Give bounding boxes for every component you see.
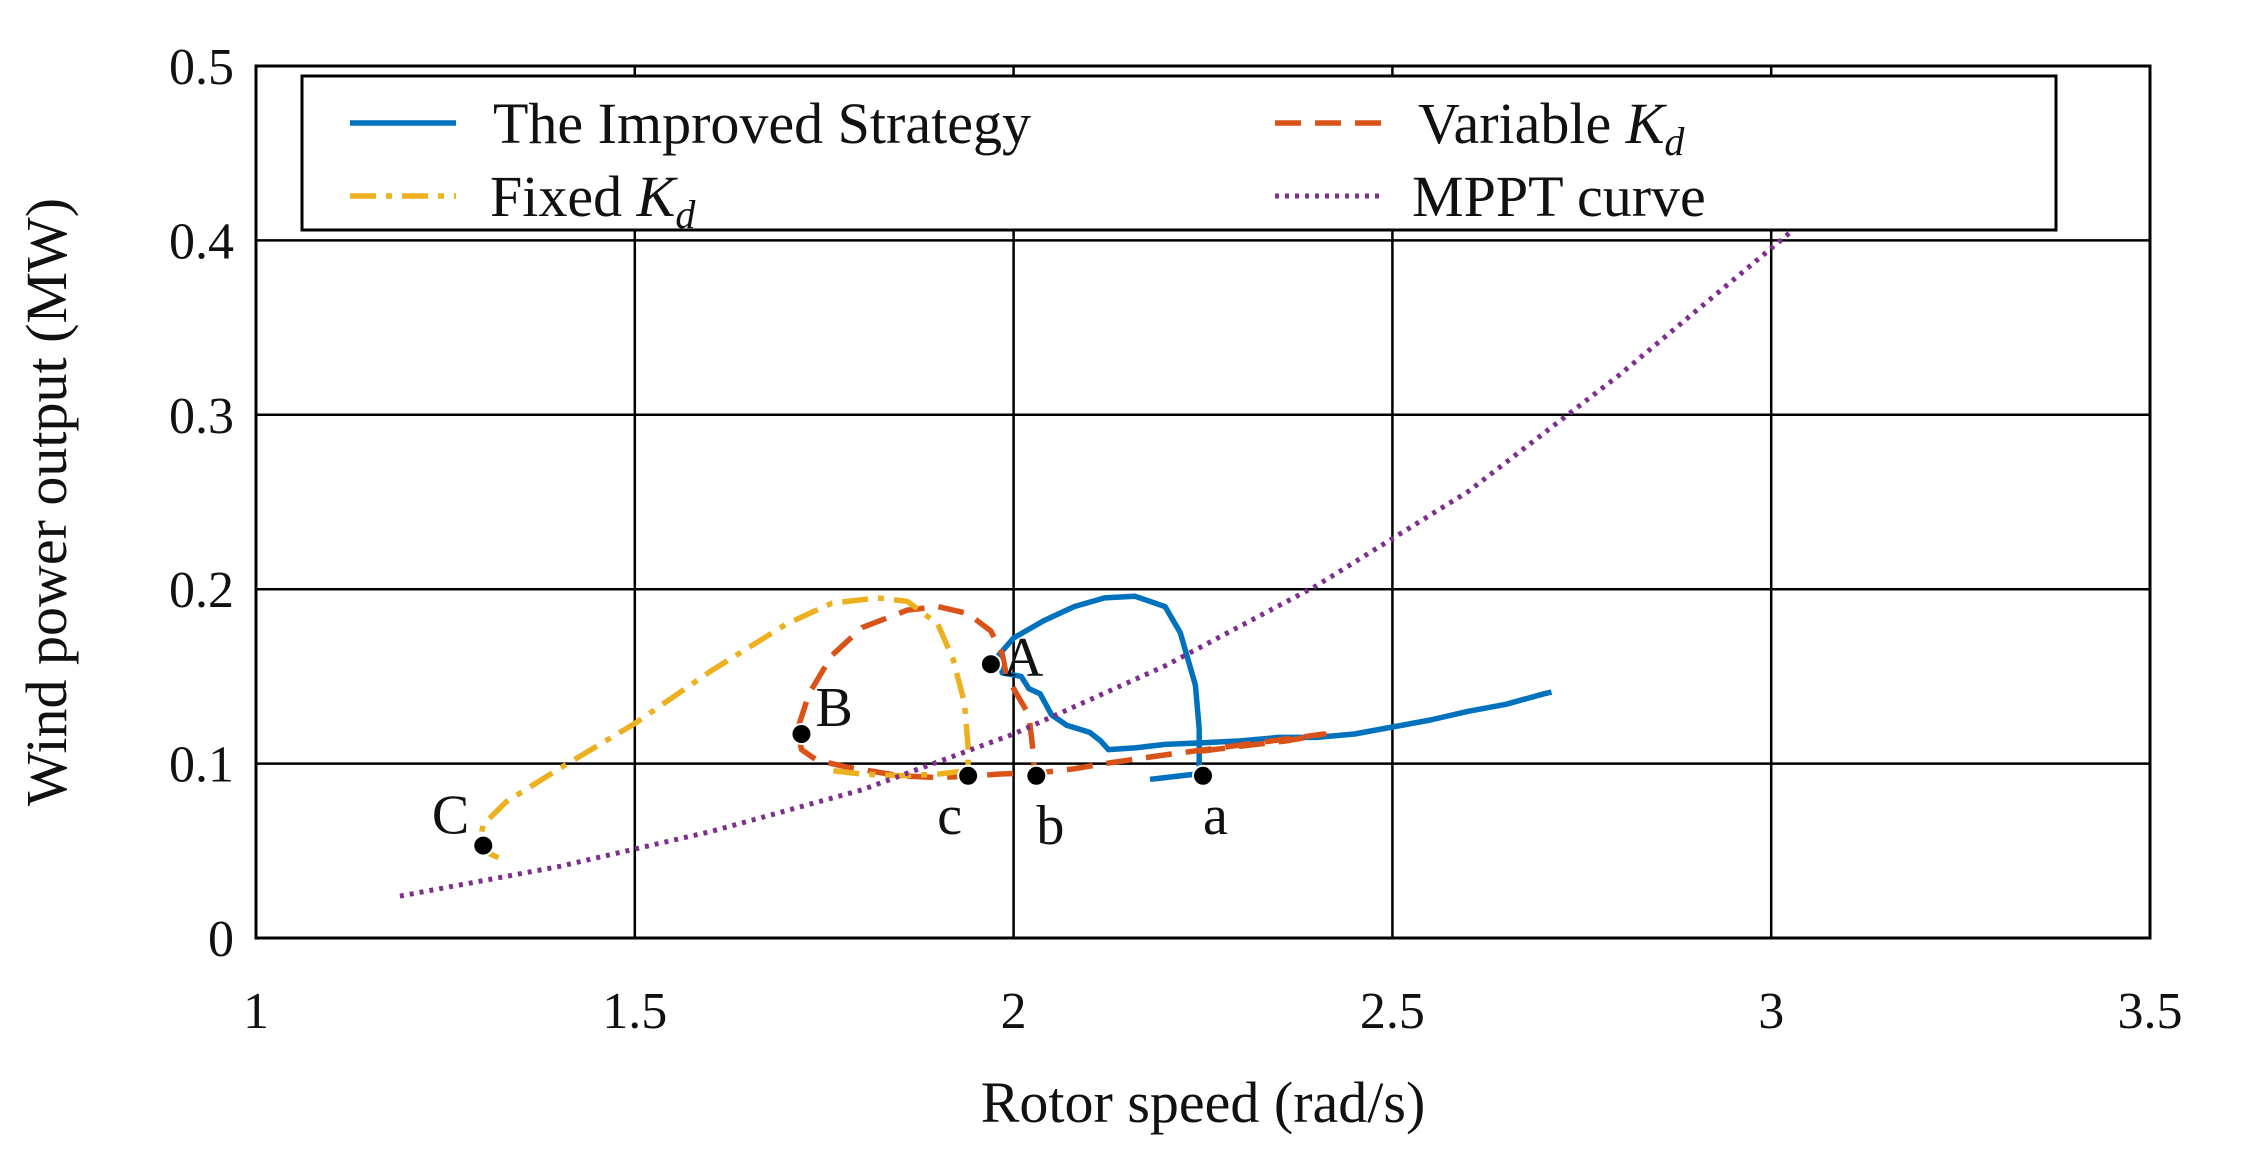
y-tick-label: 0.4 [169,213,234,270]
point-label-B: B [815,677,852,739]
y-tick-label: 0.5 [169,39,234,96]
legend-box [300,74,2058,232]
series-group [399,221,1804,899]
point-marker-c [957,764,980,787]
point-label-b: b [1036,795,1064,857]
labeled-points-group: A B C a b c [432,627,1228,857]
x-tick-label: 1 [243,983,269,1040]
legend-label-mppt-curve: MPPT curve [1412,164,1706,229]
x-tick-label: 3 [1758,983,1784,1040]
plot-frame [254,64,2152,940]
y-tick-label: 0.3 [169,388,234,445]
x-tick-label: 1.5 [602,983,667,1040]
point-marker-B [790,722,813,745]
y-tick-label: 0.2 [169,562,234,619]
point-marker-a [1192,764,1214,787]
legend-label-variable-kd: Variable Kd [1418,91,1685,164]
point-marker-A [979,653,1002,676]
x-tick-label: 2 [1001,983,1027,1040]
point-label-c: c [937,785,962,847]
x-tick-label: 3.5 [2118,983,2183,1040]
point-marker-C [472,834,495,857]
y-tick-label: 0 [208,911,234,968]
legend-label-fixed-kd: Fixed Kd [490,164,696,237]
tick-labels: 1 1.5 2 2.5 3 3.5 0 0.1 0.2 0.3 0.4 0.5 [169,39,2183,1040]
series-line-fixed-kd [476,595,971,861]
y-axis-title: Wind power output (MW) [14,198,79,806]
x-tick-label: 2.5 [1360,983,1425,1040]
point-marker-b [1025,764,1048,787]
series-line-variable-kd [794,603,1327,781]
y-tick-label: 0.1 [169,737,234,794]
legend-label-the-improved-strategy: The Improved Strategy [493,91,1031,156]
x-axis-title: Rotor speed (rad/s) [981,1070,1426,1135]
series-line-mppt-curve [399,221,1804,899]
series-line-the-improved-strategy [995,593,1553,783]
point-label-a: a [1203,785,1228,847]
point-label-A: A [1003,627,1044,689]
point-label-C: C [432,785,469,847]
legend: The Improved Strategy Variable Kd Fixed Kd… [300,74,2058,237]
